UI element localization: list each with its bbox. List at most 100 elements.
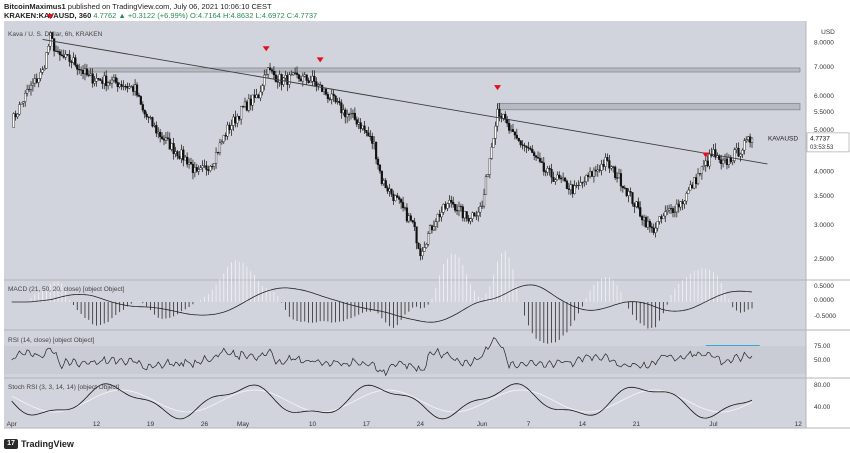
candle-body: [743, 140, 746, 151]
candle-body: [625, 187, 628, 196]
symbol-label: KRAKEN:KAVAUSD, 360: [4, 11, 92, 20]
resistance-zone: [88, 67, 801, 73]
candle-body: [733, 149, 736, 161]
candle-body: [608, 160, 611, 169]
peak-marker-icon: [702, 152, 710, 158]
peak-marker-icon: [46, 14, 54, 20]
candle-body: [440, 212, 443, 218]
candle-body: [93, 80, 96, 84]
price-tick-label: 6.0000: [814, 93, 834, 100]
candle-body: [481, 205, 484, 207]
candle-body: [708, 153, 711, 167]
candle-body: [193, 167, 196, 173]
rsi-title: RSI (14, close) [object Object]: [8, 337, 95, 344]
candle-body: [351, 112, 355, 114]
candle-body: [531, 148, 534, 153]
candle-body: [627, 191, 630, 196]
candle-body: [12, 113, 15, 128]
candle-body: [107, 82, 110, 87]
candle-body: [139, 96, 142, 105]
price-tick-label: 3.5000: [814, 193, 834, 200]
candle-body: [614, 166, 617, 178]
candle-body: [498, 108, 501, 117]
candle-body: [581, 182, 584, 184]
time-tick-label: 21: [633, 421, 641, 428]
candle-body: [650, 226, 653, 229]
candle-body: [218, 142, 222, 153]
candle-body: [355, 119, 358, 125]
candle-body: [434, 221, 437, 227]
resistance-zone: [497, 102, 801, 111]
rsi-line: [11, 337, 753, 377]
candle-body: [542, 162, 545, 172]
candle-body: [517, 137, 520, 141]
candle-body: [536, 157, 540, 159]
candle-body: [488, 158, 491, 175]
candle-body: [292, 72, 295, 75]
candle-body: [714, 149, 717, 158]
candle-body: [361, 125, 364, 129]
candle-body: [265, 74, 268, 76]
candle-body: [421, 251, 424, 257]
candle-body: [197, 169, 200, 172]
candle-body: [722, 159, 725, 164]
chart-area[interactable]: 0.5000 0.0000 -0.5000 75.00 50.00 80.00 40.0…: [0, 0, 850, 437]
candle-body: [561, 177, 565, 180]
candle-body: [388, 188, 391, 192]
candle-body: [679, 201, 682, 208]
candle-body: [336, 101, 339, 103]
candle-body: [473, 212, 476, 217]
price-tick-label: 7.0000: [814, 64, 834, 71]
candle-body: [579, 182, 582, 186]
candle-body: [315, 81, 318, 87]
candle-body: [80, 69, 83, 71]
candle-body: [241, 106, 245, 108]
candle-body: [629, 191, 632, 193]
author-name[interactable]: BitcoinMaximus1: [4, 2, 66, 11]
drawn-lines: [42, 14, 768, 165]
candle-body: [612, 166, 615, 168]
candle-body: [373, 141, 376, 144]
candle-body: [112, 77, 115, 81]
currency-label: USD: [821, 29, 835, 36]
candle-body: [720, 159, 723, 164]
candle-body: [534, 155, 538, 158]
candle-body: [118, 84, 121, 87]
candle-body: [247, 98, 250, 111]
candle-body: [729, 157, 732, 163]
candle-body: [604, 157, 607, 167]
candle-body: [482, 194, 486, 207]
candle-body: [105, 75, 108, 87]
candle-body: [436, 214, 439, 222]
candle-body: [610, 166, 613, 169]
candle-body: [745, 139, 748, 141]
candle-body: [430, 225, 434, 231]
candle-body: [164, 137, 168, 141]
tradingview-logo[interactable]: 17 TradingView: [4, 439, 74, 449]
candle-body: [278, 74, 281, 83]
candle-body: [394, 195, 397, 201]
candle-body: [24, 92, 27, 102]
candle-body: [280, 74, 283, 85]
candle-body: [85, 68, 88, 76]
candle-body: [723, 158, 727, 161]
candle-body: [508, 122, 511, 131]
candle-body: [295, 72, 299, 75]
candle-body: [693, 177, 696, 189]
candle-body: [230, 125, 233, 130]
candle-body: [201, 165, 204, 169]
candle-body: [392, 193, 395, 201]
candle-body: [180, 149, 183, 159]
stoch-pane: 80.00 40.00: [11, 382, 831, 420]
candle-body: [737, 147, 740, 157]
candle-body: [725, 158, 729, 166]
candle-body: [187, 162, 191, 165]
candle-body: [122, 86, 125, 88]
candle-body: [540, 161, 543, 163]
candle-body: [469, 218, 472, 222]
candle-body: [47, 46, 50, 53]
candle-body: [166, 137, 169, 139]
candle-body: [35, 78, 38, 83]
resistance-zones: [88, 67, 801, 111]
candle-body: [95, 78, 98, 82]
